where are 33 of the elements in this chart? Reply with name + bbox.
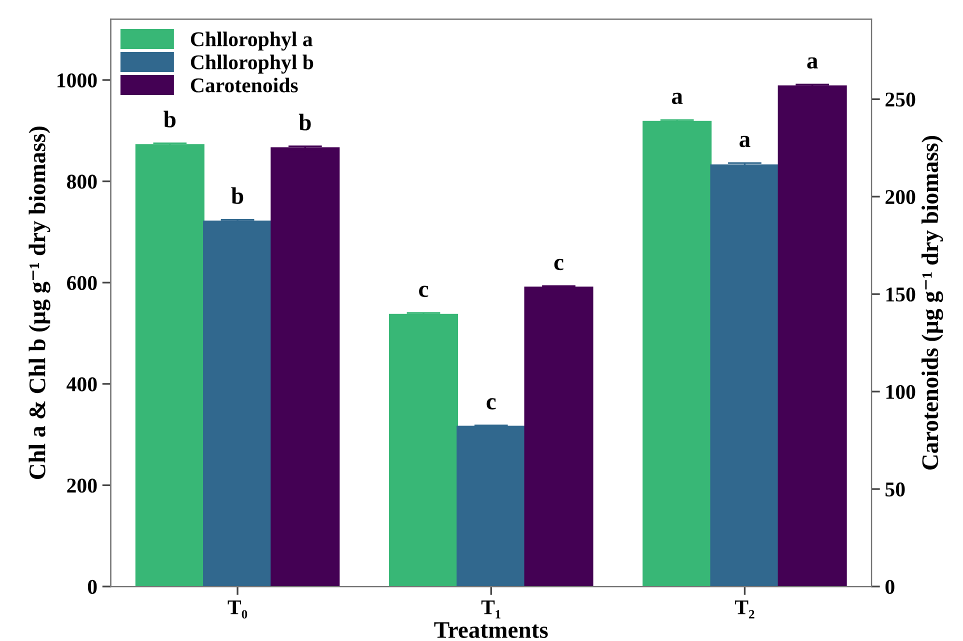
x-tick-label: T₀ <box>228 600 248 619</box>
data-label: c <box>486 398 496 410</box>
x-axis-title: Treatments <box>434 622 548 638</box>
y2-tick-label: 0 <box>886 580 894 594</box>
bar <box>642 120 712 587</box>
y-tick-label: 200 <box>67 478 97 493</box>
y2-tick-label: 200 <box>886 190 916 204</box>
x-tick-label: T₁ <box>481 600 500 618</box>
data-label: a <box>740 136 750 148</box>
legend-label: Chllorophyl a <box>190 32 313 51</box>
data-label: b <box>298 114 311 130</box>
x-tick-label: T₂ <box>734 600 754 618</box>
y2-tick-label: 100 <box>886 384 916 400</box>
data-label: c <box>419 286 428 298</box>
y-tick-label: 400 <box>66 377 97 392</box>
y-tick-label: 800 <box>66 174 97 189</box>
y-tick-label: 1000 <box>58 73 97 88</box>
bar <box>389 314 458 587</box>
legend-label: Carotenoids <box>190 78 298 92</box>
y2-tick-label: 250 <box>886 92 916 107</box>
data-label: a <box>807 57 818 69</box>
legend-label: Chllorophyl b <box>190 54 314 74</box>
bar <box>135 144 204 587</box>
y2-tick-label: 50 <box>886 482 905 496</box>
data-label: b <box>231 187 244 204</box>
y2-tick-label: 150 <box>886 287 916 302</box>
y-axis-title: Chl a & Chl b (µg g⁻¹ dry biomass) <box>28 126 50 479</box>
y-tick-label: 0 <box>88 580 97 594</box>
data-label: c <box>554 258 564 270</box>
data-label: a <box>672 92 683 104</box>
y2-axis-title: Carotenoids (µg g⁻¹ dry biomass) <box>922 136 944 470</box>
y-tick-label: 600 <box>67 276 97 290</box>
data-label: b <box>164 110 176 128</box>
